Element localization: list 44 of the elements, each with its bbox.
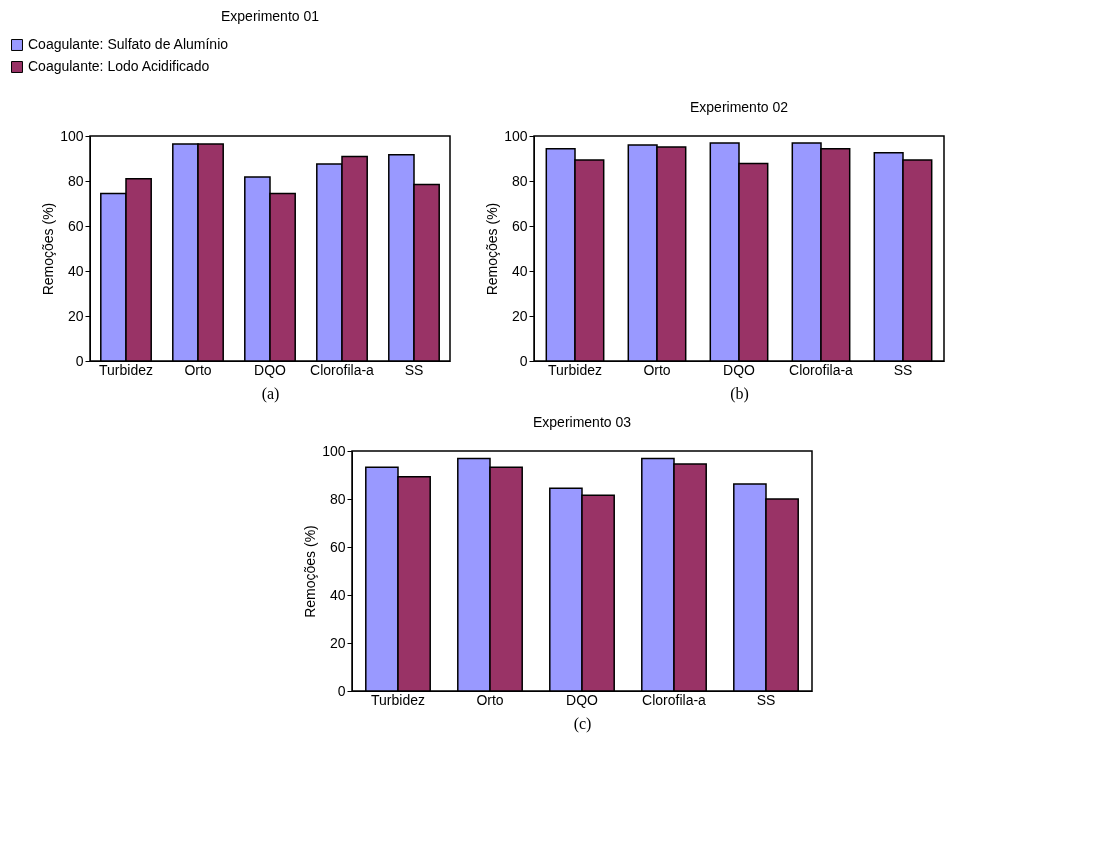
y-tick-label: 0 <box>519 352 528 369</box>
chart-title: Experimento 03 <box>532 414 631 430</box>
legend-label: Coagulante: Lodo Acidificado <box>28 58 210 74</box>
text: (c) <box>573 714 591 733</box>
x-tick-label: SS <box>756 691 775 708</box>
y-tick-label: 40 <box>511 262 528 279</box>
y-tick-label: 40 <box>329 586 346 603</box>
y-tick-label: 100 <box>321 442 346 459</box>
x-tick-label: Orto <box>184 361 212 378</box>
y-tick-label: 20 <box>67 307 84 324</box>
y-tick-label: 100 <box>504 127 528 144</box>
x-tick-label: Clorofila-a <box>641 691 706 708</box>
x-tick-label: Clorofila-a <box>310 361 375 378</box>
y-tick-label: 0 <box>337 682 346 699</box>
text: (a) <box>261 384 280 403</box>
legend-label: Coagulante: Sulfato de Alumínio <box>28 36 229 52</box>
y-tick-label: 20 <box>329 634 346 651</box>
y-tick-label: 100 <box>60 127 84 144</box>
text: (b) <box>730 384 749 403</box>
y-tick-label: 0 <box>75 352 84 369</box>
y-tick-label: 80 <box>511 172 528 189</box>
y-axis-title: Remoções (%) <box>40 202 57 296</box>
x-tick-label: Orto <box>643 361 671 378</box>
chart-title: Experimento 01 <box>220 8 320 24</box>
y-tick-label: 80 <box>329 490 346 507</box>
y-tick-label: 20 <box>511 307 528 324</box>
x-tick-label: SS <box>404 361 424 378</box>
x-tick-label: DQO <box>254 361 287 378</box>
x-tick-label: SS <box>893 361 913 378</box>
x-tick-label: Clorofila-a <box>789 361 854 378</box>
y-tick-label: 80 <box>67 172 84 189</box>
x-tick-label: Turbidez <box>548 361 602 378</box>
y-tick-label: 60 <box>511 217 528 234</box>
y-tick-label: 60 <box>67 217 84 234</box>
y-axis-title: Remoções (%) <box>484 202 501 296</box>
y-tick-label: 40 <box>67 262 84 279</box>
x-tick-label: DQO <box>565 691 598 708</box>
chart-title: Experimento 02 <box>689 99 789 115</box>
x-tick-label: Turbidez <box>370 691 425 708</box>
x-tick-label: Turbidez <box>99 361 153 378</box>
y-axis-title: Remoções (%) <box>301 525 318 618</box>
x-tick-label: Orto <box>475 691 504 708</box>
x-tick-label: DQO <box>723 361 756 378</box>
y-tick-label: 60 <box>329 538 346 555</box>
